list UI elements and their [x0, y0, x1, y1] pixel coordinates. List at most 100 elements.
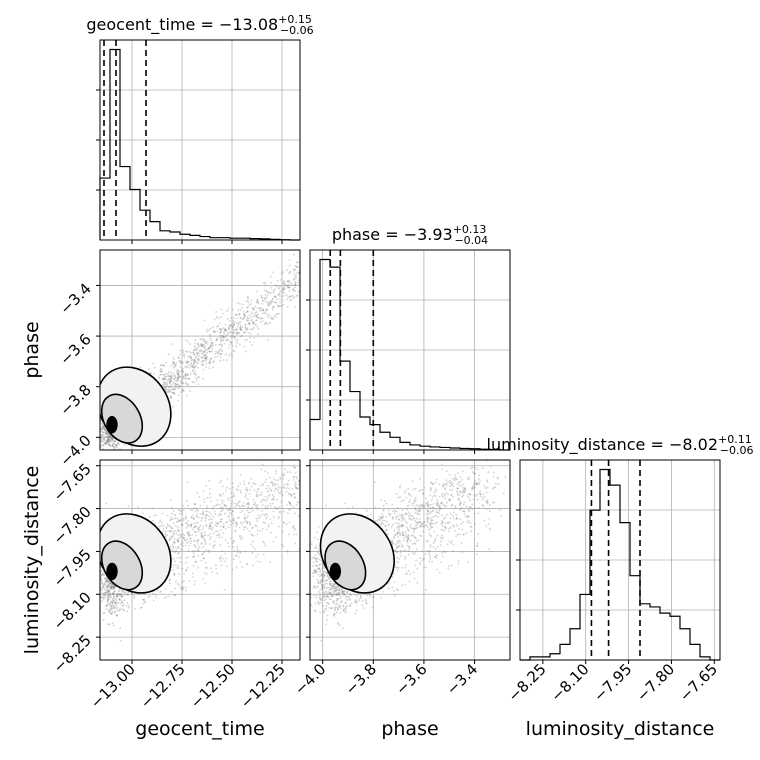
scatter-point [106, 596, 109, 598]
scatter-point [102, 597, 105, 600]
scatter-point [240, 329, 242, 332]
scatter-point [235, 566, 238, 569]
scatter-point [115, 457, 117, 459]
scatter-point [107, 596, 110, 599]
scatter-point [109, 592, 112, 595]
y-tick-label: −8.25 [50, 631, 95, 676]
scatter-point [194, 349, 197, 352]
scatter-point [268, 302, 270, 305]
scatter-point [161, 370, 164, 373]
scatter-point [177, 552, 180, 555]
scatter-point [192, 552, 195, 554]
scatter-point [197, 366, 200, 369]
scatter-point [223, 328, 226, 330]
scatter-point [265, 322, 267, 325]
scatter-point [153, 522, 156, 525]
scatter-point [108, 593, 111, 596]
scatter-point [101, 425, 104, 428]
scatter-panel-geocent-time-vs-luminosity-distance: −13.00−12.75−12.50−12.25−8.25−8.10−7.95−… [50, 459, 303, 712]
scatter-point [177, 357, 180, 360]
scatter-point [181, 581, 184, 584]
scatter-point [264, 284, 267, 287]
scatter-point [264, 301, 267, 304]
scatter-point [205, 514, 208, 517]
scatter-point [267, 495, 270, 497]
scatter-point [213, 540, 216, 543]
scatter-point [102, 447, 105, 450]
scatter-point [255, 311, 258, 313]
scatter-point [188, 544, 191, 547]
scatter-point [244, 550, 247, 553]
scatter-point [279, 290, 282, 293]
scatter-point [219, 520, 222, 523]
scatter-point [175, 580, 177, 583]
scatter-point [203, 350, 206, 352]
scatter-point [295, 265, 298, 268]
scatter-point [333, 613, 336, 615]
scatter-point [110, 582, 112, 585]
scatter-point [250, 543, 253, 546]
scatter-point [235, 503, 238, 506]
scatter-point [235, 328, 238, 331]
scatter-point [242, 505, 244, 508]
scatter-point [127, 504, 130, 507]
scatter-point [115, 594, 118, 597]
scatter-point [279, 301, 282, 304]
scatter-point [147, 367, 150, 370]
scatter-point [324, 623, 327, 626]
scatter-point [111, 445, 114, 448]
scatter-point [100, 430, 103, 432]
scatter-point [149, 372, 152, 375]
scatter-point [295, 477, 298, 480]
scatter-point [301, 500, 303, 502]
scatter-point [405, 533, 407, 536]
scatter-point [97, 415, 99, 417]
scatter-point [192, 365, 195, 368]
scatter-point [108, 609, 110, 612]
scatter-point [113, 446, 116, 449]
scatter-point [186, 373, 189, 376]
histogram-panel-phase: phase = −3.93+0.13 −0.04 [306, 223, 511, 454]
scatter-point [211, 343, 214, 346]
scatter-point [108, 584, 110, 586]
scatter-point [274, 295, 276, 298]
scatter-point [109, 436, 112, 439]
scatter-point [286, 551, 289, 553]
scatter-point [354, 599, 357, 601]
scatter-point [235, 554, 238, 557]
scatter-point [116, 446, 119, 449]
scatter-point [118, 588, 121, 591]
scatter-point [112, 440, 115, 443]
scatter-point [170, 527, 173, 530]
scatter-point [272, 305, 275, 308]
scatter-point [443, 550, 445, 553]
scatter-point [276, 506, 279, 509]
scatter-point [208, 350, 211, 353]
scatter-point [224, 560, 226, 563]
scatter-point [249, 522, 252, 525]
scatter-point [438, 483, 441, 486]
scatter-point [101, 434, 104, 436]
scatter-point [218, 536, 221, 539]
scatter-point [294, 306, 297, 309]
x-tick-label: −7.95 [590, 660, 635, 705]
scatter-point [107, 436, 110, 438]
scatter-point [107, 436, 110, 438]
scatter-point [173, 374, 176, 377]
scatter-point [398, 531, 401, 534]
scatter-point [283, 281, 286, 284]
scatter-point [181, 541, 184, 544]
scatter-point [192, 369, 195, 372]
scatter-point [228, 340, 231, 343]
scatter-point [105, 430, 108, 433]
scatter-point [272, 478, 275, 480]
scatter-point [171, 388, 174, 390]
scatter-point [236, 502, 239, 505]
scatter-point [195, 377, 198, 380]
panel-title: luminosity_distance = −8.02+0.11 −0.06 [487, 433, 754, 457]
scatter-point [184, 539, 187, 542]
y-tick-label: −3.6 [56, 330, 94, 368]
scatter-point [326, 571, 328, 574]
scatter-point [294, 471, 297, 474]
scatter-point [293, 276, 296, 279]
